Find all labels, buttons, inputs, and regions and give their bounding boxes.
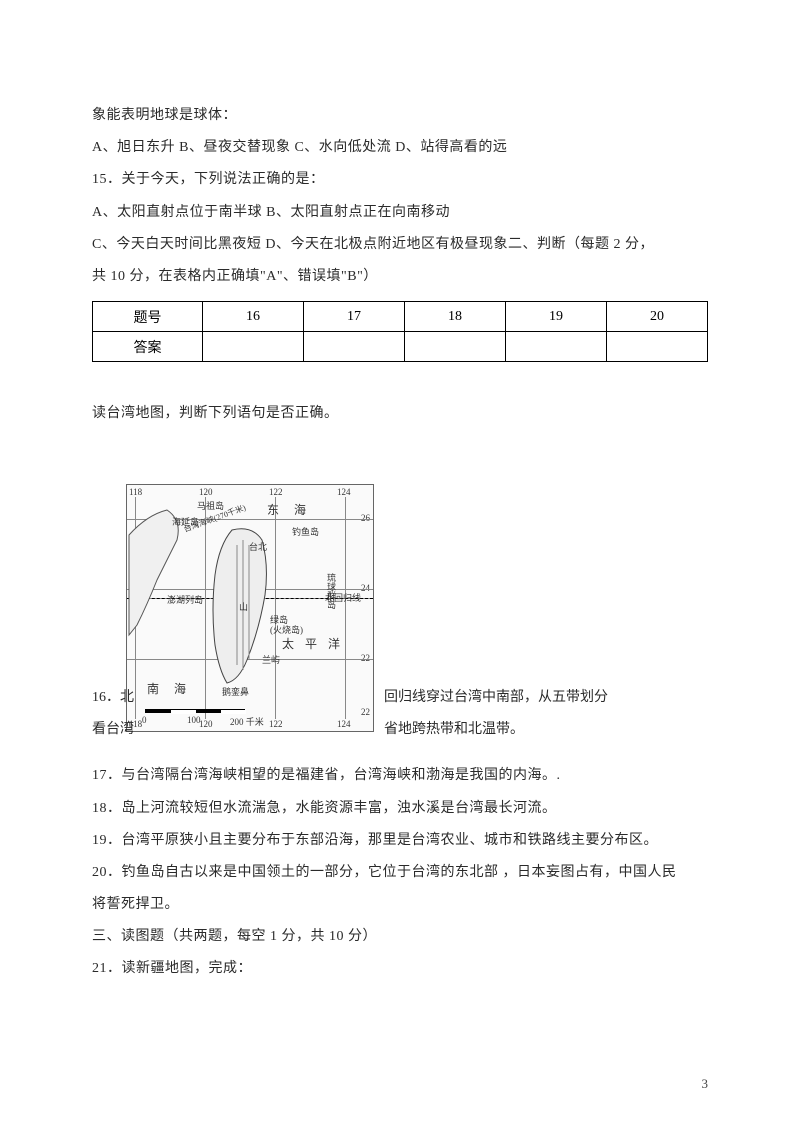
table-cell xyxy=(203,332,304,362)
text-line: 象能表明地球是球体： xyxy=(92,100,708,132)
tropic-label: 北回归线 xyxy=(325,591,361,604)
place-label: 澎湖列岛 xyxy=(167,593,203,606)
table-cell: 题号 xyxy=(93,302,203,332)
text-line: A、旭日东升 B、昼夜交替现象 C、水向低处流 D、站得高看的远 xyxy=(92,132,708,164)
table-cell: 16 xyxy=(203,302,304,332)
q16-text-right: 回归线穿过台湾中南部，从五带划分 xyxy=(384,682,608,714)
table-cell xyxy=(607,332,708,362)
text-line: 共 10 分，在表格内正确填"A"、错误填"B"） xyxy=(92,261,708,293)
document-page: 象能表明地球是球体： A、旭日东升 B、昼夜交替现象 C、水向低处流 D、站得高… xyxy=(0,0,800,1026)
q16-text-right-2: 省地跨热带和北温带。 xyxy=(384,714,524,746)
answer-table: 题号 16 17 18 19 20 答案 xyxy=(92,301,708,362)
place-label: 鹅銮鼻 xyxy=(222,685,249,698)
question-20-cont: 将誓死捍卫。 xyxy=(92,889,708,921)
map-with-wrap-text: 118 120 122 124 26 24 22 118 120 122 124… xyxy=(92,484,708,754)
table-row: 题号 16 17 18 19 20 xyxy=(93,302,708,332)
text-line: C、今天白天时间比黑夜短 D、今天在北极点附近地区有极昼现象二、判断（每题 2 … xyxy=(92,229,708,261)
place-label: 山 xyxy=(239,600,248,613)
table-cell: 答案 xyxy=(93,332,203,362)
table-cell: 17 xyxy=(304,302,405,332)
section-3-header: 三、读图题（共两题，每空 1 分，共 10 分） xyxy=(92,921,708,953)
table-cell: 19 xyxy=(506,302,607,332)
scale-label: 0 xyxy=(142,715,147,725)
question-17: 17．与台湾隔台湾海峡相望的是福建省，台湾海峡和渤海是我国的内海。. xyxy=(92,760,708,792)
text-line: A、太阳直射点位于南半球 B、太阳直射点正在向南移动 xyxy=(92,197,708,229)
page-number: 3 xyxy=(702,1076,709,1092)
sea-label: 东 海 xyxy=(267,501,312,518)
scale-label: 100 xyxy=(187,715,201,725)
table-cell: 20 xyxy=(607,302,708,332)
place-label: 钓鱼岛 xyxy=(292,525,319,538)
place-label: 台北 xyxy=(249,540,267,553)
question-18: 18．岛上河流较短但水流湍急，水能资源丰富，浊水溪是台湾最长河流。 xyxy=(92,793,708,825)
sea-label: 南 海 xyxy=(147,680,192,697)
place-label: (火烧岛) xyxy=(270,623,303,636)
table-cell xyxy=(304,332,405,362)
taiwan-map: 118 120 122 124 26 24 22 118 120 122 124… xyxy=(126,484,374,732)
question-15: 15．关于今天，下列说法正确的是： xyxy=(92,164,708,196)
place-label: 兰屿 xyxy=(262,653,280,666)
question-20: 20．钓鱼岛自古以来是中国领土的一部分，它位于台湾的东北部 ，日本妄图占有，中国… xyxy=(92,857,708,889)
table-cell xyxy=(405,332,506,362)
table-cell: 18 xyxy=(405,302,506,332)
table-cell xyxy=(506,332,607,362)
scale-bar-group: 0 100 200 千米 xyxy=(145,709,245,713)
map-instruction: 读台湾地图，判断下列语句是否正确。 xyxy=(92,398,708,430)
q16-text-left: 16．北 xyxy=(92,682,134,714)
q16-text-left-2: 看台湾 xyxy=(92,714,134,746)
scale-label: 200 千米 xyxy=(230,715,264,728)
table-row: 答案 xyxy=(93,332,708,362)
sea-label: 太 平 洋 xyxy=(282,635,344,652)
question-19: 19．台湾平原狭小且主要分布于东部沿海，那里是台湾农业、城市和铁路线主要分布区。 xyxy=(92,825,708,857)
question-21: 21．读新疆地图，完成： xyxy=(92,953,708,985)
